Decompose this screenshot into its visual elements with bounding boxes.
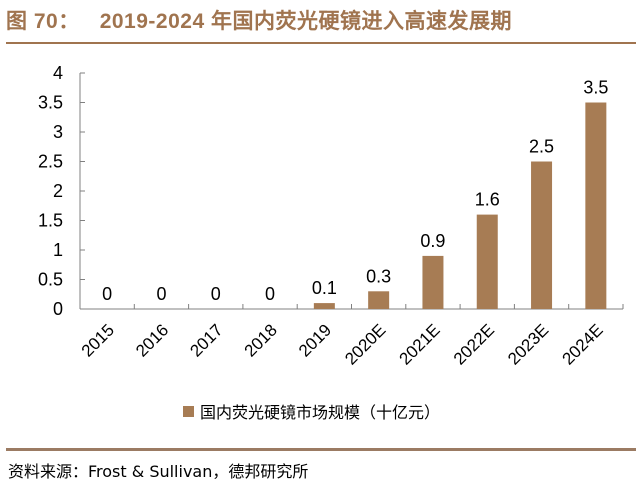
data-label: 0.1: [312, 278, 337, 298]
data-label: 1.6: [475, 190, 500, 210]
footer-divider: [6, 448, 636, 451]
x-tick-label: 2019: [295, 320, 335, 360]
figure-title: 图 70： 2019-2024 年国内荧光硬镜进入高速发展期: [6, 6, 512, 38]
data-label: 0: [211, 284, 221, 304]
x-tick-label: 2023E: [504, 320, 552, 368]
data-labels: 0 0 0 0 0.1 0.3 0.9 1.6 2.5 3.5: [102, 78, 608, 305]
x-tick-label: 2020E: [341, 320, 389, 368]
x-tick-label: 2015: [78, 320, 118, 360]
bar: [585, 102, 607, 309]
data-label: 3.5: [583, 78, 608, 98]
y-tick-label: 3: [53, 122, 63, 142]
source-note: 资料来源：Frost & Sullivan，德邦研究所: [8, 462, 309, 481]
bars: [313, 102, 607, 309]
figure-title-text: 2019-2024 年国内荧光硬镜进入高速发展期: [99, 10, 512, 33]
y-tick-label: 2: [53, 181, 63, 201]
y-tick-label: 1: [53, 240, 63, 260]
title-divider: [6, 42, 636, 44]
y-tick-label: 0.5: [38, 270, 63, 290]
bar-chart: 0 0.5 1 1.5 2 2.5 3 3.5 4 0 0 0 0 0.1 0.3 0.9 1.6 2.5 3.5…: [38, 63, 624, 369]
data-label: 2.5: [529, 137, 554, 157]
y-axis: 0 0.5 1 1.5 2 2.5 3 3.5 4: [38, 63, 85, 319]
y-tick-label: 0: [53, 299, 63, 319]
bar: [531, 161, 553, 309]
x-tick-label: 2022E: [450, 320, 498, 368]
x-tick-label: 2021E: [396, 320, 444, 368]
data-label: 0.9: [420, 231, 445, 251]
data-label: 0: [156, 284, 166, 304]
bar: [422, 255, 444, 309]
legend-swatch: [183, 405, 194, 417]
legend: 国内荧光硬镜市场规模（十亿元）: [183, 400, 440, 422]
data-label: 0: [265, 284, 275, 304]
y-tick-label: 3.5: [38, 93, 63, 113]
figure-label: 图 70：: [6, 10, 80, 33]
x-tick-label: 2018: [241, 320, 281, 360]
bar: [313, 303, 335, 309]
data-label: 0: [102, 284, 112, 304]
x-tick-label: 2024E: [558, 320, 606, 368]
y-tick-label: 2.5: [38, 152, 63, 172]
bar: [368, 291, 390, 309]
bar: [476, 214, 498, 309]
y-tick-label: 1.5: [38, 211, 63, 231]
data-label: 0.3: [366, 266, 391, 286]
x-tick-labels: 2015 2016 2017 2018 2019 2020E 2021E 2022E 2023E…: [78, 320, 607, 368]
x-tick-label: 2017: [186, 320, 226, 360]
x-tick-label: 2016: [132, 320, 172, 360]
legend-label: 国内荧光硬镜市场规模（十亿元）: [200, 403, 441, 422]
y-tick-label: 4: [53, 63, 63, 83]
